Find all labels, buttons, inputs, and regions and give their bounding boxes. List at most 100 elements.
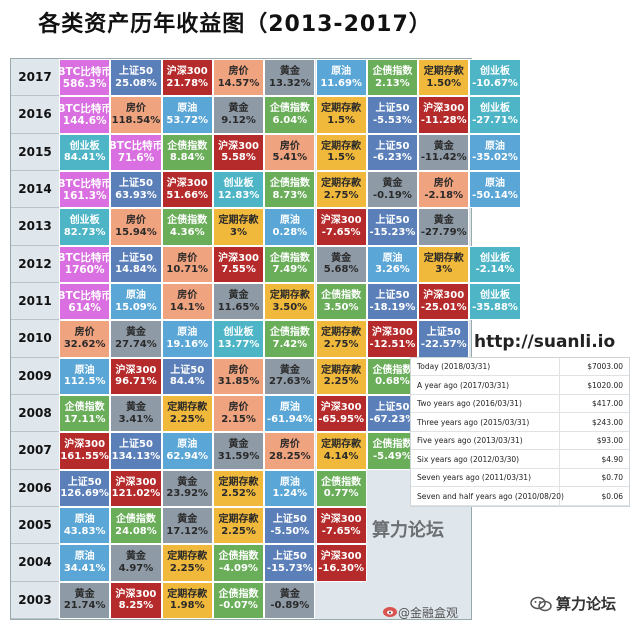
price-date-label: Three years ago (2015/03/31) [417,417,530,427]
asset-name: 企债指数 [372,439,413,451]
asset-name: 上证50 [67,476,102,488]
asset-return: -15.73% [266,562,313,574]
asset-return: 10.71% [166,264,209,276]
asset-name: 原油 [177,327,198,339]
asset-return: 7.55% [221,264,256,276]
asset-return: 1.24% [272,488,308,500]
asset-cell: 创业板 13.77% [212,320,265,358]
asset-return: 4.14% [323,450,359,462]
asset-return: 3.50% [323,301,359,313]
asset-name: 定期存款 [218,476,259,488]
asset-return: 9.12% [221,114,256,126]
asset-name: 上证50 [118,178,153,190]
asset-name: 定期存款 [321,439,362,451]
asset-return: 2.25% [221,525,256,537]
asset-name: 黄金 [279,588,300,600]
price-amount: $7003.00 [587,362,623,371]
asset-return: 15.94% [115,226,157,238]
asset-name: BTC比特币 [59,177,111,190]
asset-return: 118.54% [111,114,161,126]
asset-cell: 企债指数 24.08% [110,507,162,545]
asset-return: -61.94% [266,413,313,425]
asset-cell: 创业板 -2.14% [469,245,521,283]
asset-name: 原油 [279,402,300,414]
asset-return: 51.66% [166,189,209,201]
asset-name: 黄金 [228,290,249,302]
asset-name: 沪深300 [372,327,413,339]
price-row: Three years ago (2015/03/31) $243.00 [411,414,629,432]
asset-cell: 定期存款 3% [418,245,470,283]
asset-cell: 房价 14.1% [161,283,213,321]
asset-cell: 黄金 11.65% [212,283,265,321]
asset-cell: 企债指数 8.84% [161,133,213,171]
asset-return: -65.95% [318,413,365,425]
asset-name: BTC比特币 [59,102,111,115]
asset-return: 144.6% [62,114,107,127]
asset-return: 84.4% [169,376,205,388]
asset-return: 13.32% [269,77,311,89]
asset-name: 沪深300 [115,476,157,488]
asset-cell: 原油 34.41% [59,544,111,582]
asset-cell: 房价 15.94% [110,208,162,246]
price-date-label: Today (2018/03/31) [417,362,491,371]
year-label: 2015 [11,134,59,171]
asset-return: 2.15% [221,413,256,425]
asset-cell: 企债指数 4.36% [161,208,213,246]
asset-return: -15.23% [369,226,416,238]
asset-cell: 原油 3.26% [366,245,419,283]
asset-cell: 黄金 -0.19% [366,171,419,209]
asset-return: 24.08% [115,525,157,537]
year-label: 2010 [11,320,59,358]
asset-name: 上证50 [426,327,461,339]
year-label: 2004 [11,544,59,582]
asset-name: 上证50 [375,215,410,227]
asset-name: 黄金 [279,364,300,376]
asset-cell: 定期存款 1.5% [315,133,367,171]
asset-return: 2.25% [169,413,205,425]
asset-return: 4.36% [169,226,205,238]
asset-cell: 沪深300 5.58% [212,133,265,171]
asset-name: 沪深300 [166,178,208,190]
asset-return: 15.09% [115,301,157,313]
asset-return: -11.42% [420,152,467,164]
asset-return: 2.75% [323,338,359,350]
asset-cell: 定期存款 4.14% [315,432,367,470]
asset-cell: 黄金 5.68% [315,245,367,283]
asset-return: -4.09% [219,562,258,574]
asset-name: 定期存款 [167,402,208,414]
asset-name: 黄金 [177,476,198,488]
asset-return: -7.65% [321,226,361,238]
asset-name: 定期存款 [269,290,310,302]
asset-name: 原油 [177,103,198,115]
asset-return: 11.65% [217,301,260,313]
year-label: 2006 [11,470,59,507]
asset-name: 定期存款 [321,140,362,152]
wechat-icon [530,596,552,612]
price-date-label: Seven and half years ago (2010/08/20) [417,491,564,501]
asset-return: -7.65% [321,525,361,537]
asset-return: 121.02% [111,488,161,500]
asset-return: -5.53% [373,114,412,126]
asset-return: -10.67% [472,77,518,89]
asset-name: 房价 [228,364,249,376]
asset-cell: 定期存款 2.25% [315,357,367,395]
asset-cell: 企债指数 7.42% [264,320,316,358]
asset-name: 原油 [177,439,198,451]
asset-name: 原油 [331,66,352,78]
asset-name: 黄金 [177,514,198,526]
asset-name: 沪深300 [218,252,259,264]
asset-cell: BTC比特币 71.6% [110,133,162,171]
asset-return: 31.85% [217,376,260,388]
asset-name: 黄金 [125,327,146,339]
asset-cell: 黄金 21.74% [59,581,111,619]
asset-name: 沪深300 [423,290,465,302]
asset-return: 31.59% [217,450,260,462]
asset-name: 创业板 [480,66,511,78]
asset-name: 房价 [279,439,300,451]
asset-cell: 沪深300 96.71% [110,357,162,395]
forum-watermark: 算力论坛 [372,520,444,541]
asset-return: 4.97% [118,562,154,574]
price-amount: $1020.00 [587,380,623,390]
asset-cell: 原油 62.94% [161,432,213,470]
asset-name: 创业板 [223,178,254,190]
